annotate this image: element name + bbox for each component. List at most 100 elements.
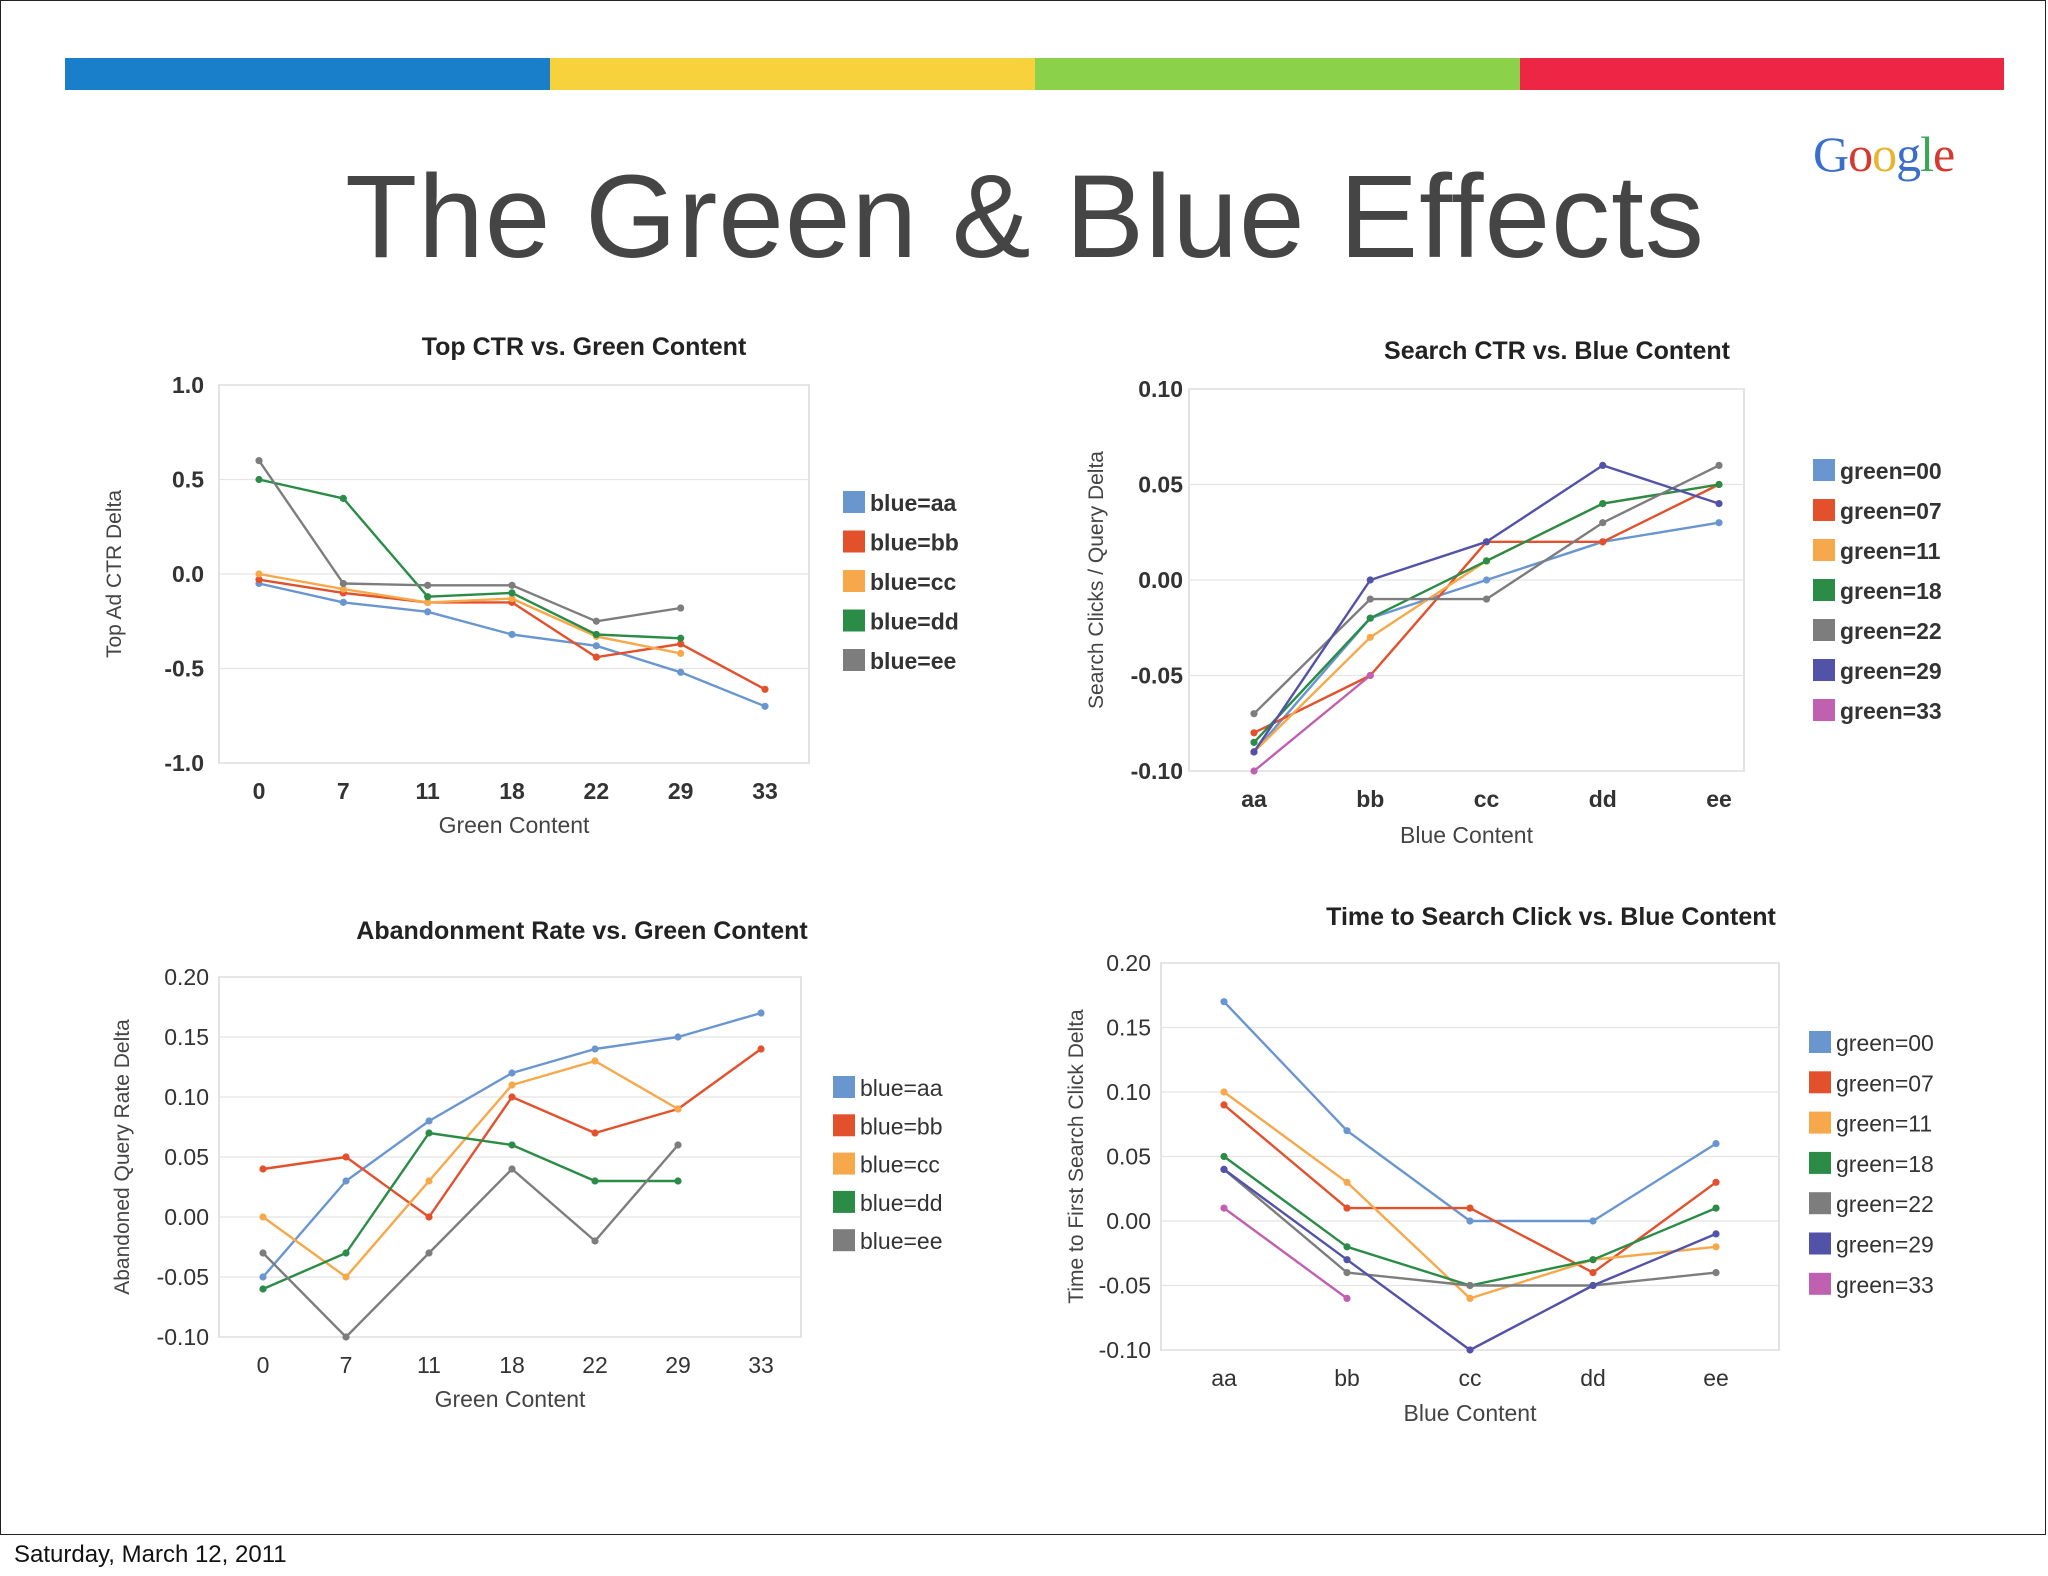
data-point [1589, 1217, 1597, 1225]
legend-swatch [1813, 579, 1835, 601]
data-point [425, 1117, 433, 1125]
y-tick-label: -0.05 [157, 1264, 209, 1290]
y-tick-label: 0.5 [172, 467, 204, 493]
legend-label: blue=cc [870, 569, 957, 595]
data-point [1343, 1243, 1351, 1251]
data-point [592, 617, 600, 625]
data-point [674, 1105, 682, 1113]
data-point [1482, 557, 1491, 565]
data-point [674, 1033, 682, 1041]
legend-label: green=07 [1836, 1070, 1934, 1096]
data-point [1715, 519, 1723, 527]
data-point [342, 1153, 350, 1161]
y-tick-label: -0.05 [1131, 663, 1184, 689]
y-tick-label: -0.10 [157, 1324, 209, 1350]
x-tick-label: 11 [417, 1352, 441, 1378]
data-point [255, 475, 263, 484]
series-line-blue=dd [262, 1131, 678, 1291]
data-point [1250, 710, 1258, 718]
legend-label: green=00 [1836, 1030, 1934, 1056]
logo-letter: G [1813, 126, 1849, 182]
data-point [508, 1069, 516, 1077]
x-tick-label: 22 [582, 1352, 608, 1378]
data-point [674, 1177, 682, 1185]
data-point [1220, 998, 1228, 1006]
x-tick-label: aa [1241, 786, 1267, 812]
data-point [1715, 500, 1723, 508]
legend-label: blue=aa [860, 1075, 943, 1101]
data-point [1712, 1243, 1720, 1251]
legend-swatch [843, 491, 865, 513]
logo-letter: o [1848, 126, 1873, 182]
data-point [508, 1093, 516, 1101]
data-point [1250, 738, 1258, 746]
legend-swatch [1809, 1272, 1831, 1295]
slide: Google The Green & Blue Effects Top CTR … [0, 0, 2046, 1535]
data-point [761, 685, 769, 693]
x-tick-label: dd [1580, 1365, 1606, 1391]
logo-letter: g [1896, 126, 1921, 182]
chart-title: Search CTR vs. Blue Content [1384, 337, 1731, 365]
data-point [1466, 1346, 1474, 1354]
y-tick-label: 0.10 [164, 1084, 209, 1110]
legend-swatch [1809, 1031, 1831, 1053]
legend-swatch [1813, 659, 1835, 681]
legend-swatch [833, 1229, 855, 1252]
data-point [1599, 461, 1607, 469]
data-point [757, 1045, 765, 1053]
legend-label: blue=bb [870, 530, 959, 556]
x-tick-label: 18 [499, 1352, 525, 1378]
data-point [424, 598, 432, 606]
charts-canvas: Top CTR vs. Green Content 1.0 0.5 0.0 -0.5 -1… [103, 333, 1942, 1426]
data-point [1220, 1204, 1228, 1212]
data-point [1482, 538, 1491, 546]
color-bar-red [1520, 58, 2004, 90]
y-tick-label: 0.05 [1138, 472, 1183, 498]
data-point [1220, 1152, 1228, 1161]
chart-title: Top CTR vs. Green Content [422, 333, 747, 361]
data-point [424, 581, 432, 589]
data-point [1366, 671, 1374, 680]
data-point [591, 1045, 599, 1053]
legend-swatch [1813, 459, 1835, 481]
chart-title: Time to Search Click vs. Blue Content [1326, 903, 1776, 931]
data-point [342, 1333, 350, 1341]
x-tick-label: dd [1589, 786, 1617, 812]
data-point [425, 1177, 433, 1185]
legend-label: blue=cc [860, 1152, 940, 1178]
x-tick-label: 18 [499, 778, 525, 804]
data-point [255, 576, 263, 584]
y-tick-label: 0.0 [172, 561, 204, 587]
data-point [508, 594, 516, 603]
data-point [1715, 461, 1723, 469]
y-tick-label: 0.15 [1106, 1015, 1151, 1041]
data-point [508, 1141, 516, 1149]
data-point [1466, 1204, 1474, 1212]
color-bar-blue [65, 58, 550, 90]
x-tick-label: ee [1703, 1365, 1729, 1391]
x-tick-label: cc [1474, 786, 1500, 812]
google-logo: Google [1813, 125, 1955, 183]
series-line-green=33 [1223, 1207, 1348, 1300]
legend-label: green=22 [1836, 1191, 1934, 1217]
data-point [1220, 1101, 1228, 1109]
y-tick-label: 0.05 [164, 1144, 209, 1170]
y-tick-label: 0.10 [1138, 376, 1183, 402]
data-point [259, 1213, 267, 1221]
data-point [1466, 1294, 1474, 1302]
x-axis-label: Green Content [439, 812, 590, 838]
data-point [674, 1141, 682, 1149]
data-point [425, 1129, 433, 1137]
x-axis-label: Blue Content [1400, 822, 1534, 848]
legend-swatch [1809, 1111, 1831, 1134]
y-tick-label: -0.05 [1099, 1273, 1151, 1299]
x-tick-label: 33 [752, 778, 778, 804]
data-point [1220, 1165, 1228, 1173]
y-tick-label: 0.20 [164, 964, 209, 990]
y-axis-label: Abandoned Query Rate Delta [111, 1019, 134, 1295]
y-axis-label: Search Clicks / Query Delta [1085, 451, 1108, 709]
data-point [1220, 1088, 1228, 1096]
legend-swatch [843, 570, 865, 592]
data-point [259, 1273, 267, 1281]
data-point [1366, 614, 1374, 622]
